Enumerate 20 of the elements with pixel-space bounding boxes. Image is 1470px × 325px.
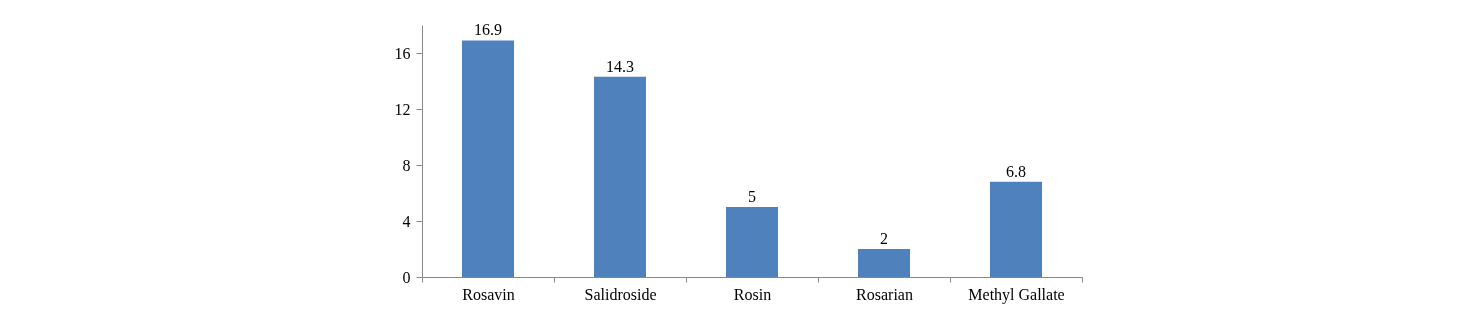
bar bbox=[594, 76, 646, 277]
y-tick-label: 16 bbox=[394, 44, 411, 62]
bar bbox=[858, 249, 910, 277]
data-label: 6.8 bbox=[1006, 162, 1026, 180]
x-tick-label: Rosavin bbox=[462, 285, 515, 303]
x-tick-label: Rosin bbox=[733, 285, 772, 303]
bar bbox=[726, 207, 778, 277]
x-tick-label: Methyl Gallate bbox=[968, 285, 1065, 304]
y-tick-label: 0 bbox=[402, 268, 411, 286]
data-label: 2 bbox=[880, 230, 888, 247]
data-label: 5 bbox=[748, 188, 756, 205]
data-label: 16.9 bbox=[474, 21, 502, 39]
bar bbox=[462, 40, 514, 277]
y-tick-label: 8 bbox=[402, 156, 411, 174]
y-tick-label: 12 bbox=[394, 100, 411, 118]
x-tick-label: Rosarian bbox=[856, 285, 913, 303]
data-label: 14.3 bbox=[606, 57, 634, 75]
y-tick-label: 4 bbox=[402, 212, 411, 230]
bar bbox=[990, 181, 1042, 277]
x-tick-label: Salidroside bbox=[584, 285, 657, 303]
